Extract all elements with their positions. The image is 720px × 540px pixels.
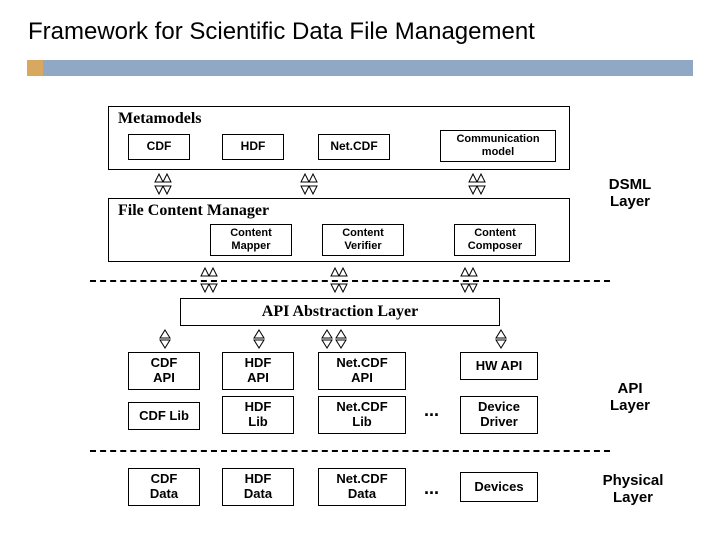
meta-item-comm: Communication model: [440, 130, 556, 162]
api-cdf: CDF API: [128, 352, 200, 390]
arrow-abs-api-4: [494, 328, 508, 350]
meta-item-cdf: CDF: [128, 134, 190, 160]
page-title: Framework for Scientific Data File Manag…: [28, 18, 535, 46]
arrow-meta-fcm-2: [300, 170, 318, 198]
dashed-sep-1: [90, 280, 610, 282]
layer-label-dsml: DSML Layer: [600, 176, 660, 210]
data-devices: Devices: [460, 472, 538, 502]
title-underline-bar: [43, 60, 693, 76]
lib-hdf: HDF Lib: [222, 396, 294, 434]
arrow-meta-fcm-3: [468, 170, 486, 198]
arrow-abs-api-3b: [334, 328, 348, 350]
arrow-abs-api-2: [252, 328, 266, 350]
fcm-mapper: Content Mapper: [210, 224, 292, 256]
fcm-verifier: Content Verifier: [322, 224, 404, 256]
layer-label-physical: Physical Layer: [598, 472, 668, 506]
meta-item-netcdf: Net.CDF: [318, 134, 390, 160]
ellipsis-api: ...: [424, 400, 439, 421]
meta-item-hdf: HDF: [222, 134, 284, 160]
arrow-fcm-api-1: [200, 264, 218, 296]
lib-driver: Device Driver: [460, 396, 538, 434]
arrow-abs-api-3: [320, 328, 334, 350]
metamodels-header: Metamodels: [118, 110, 202, 128]
api-hdf: HDF API: [222, 352, 294, 390]
arrow-meta-fcm-1: [154, 170, 172, 198]
api-abstraction-box: API Abstraction Layer: [180, 298, 500, 326]
layer-label-api: API Layer: [600, 380, 660, 414]
dashed-sep-2: [90, 450, 610, 452]
data-hdf: HDF Data: [222, 468, 294, 506]
lib-netcdf: Net.CDF Lib: [318, 396, 406, 434]
lib-cdf: CDF Lib: [128, 402, 200, 430]
arrow-fcm-api-2: [330, 264, 348, 296]
title-accent-box: [27, 60, 43, 76]
fcm-composer: Content Composer: [454, 224, 536, 256]
data-cdf: CDF Data: [128, 468, 200, 506]
ellipsis-data: ...: [424, 478, 439, 499]
fcm-header: File Content Manager: [118, 202, 269, 220]
arrow-fcm-api-3: [460, 264, 478, 296]
data-netcdf: Net.CDF Data: [318, 468, 406, 506]
api-hw: HW API: [460, 352, 538, 380]
api-netcdf: Net.CDF API: [318, 352, 406, 390]
arrow-abs-api-1: [158, 328, 172, 350]
